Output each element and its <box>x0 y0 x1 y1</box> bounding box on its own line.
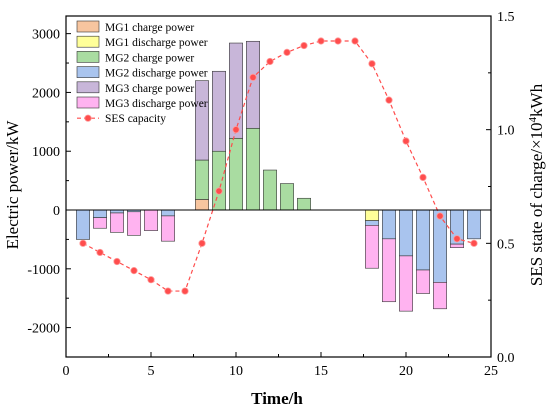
legend-label-mg3-discharge-power: MG3 discharge power <box>105 98 208 110</box>
x-axis-label: Time/h <box>251 389 303 408</box>
ses-capacity-point-t1 <box>79 239 87 247</box>
bar-mg2-discharge-power-t18 <box>365 220 379 226</box>
y2-tick-label: 1.0 <box>497 124 515 139</box>
y2-tick-label: 1.5 <box>497 10 515 25</box>
legend: MG1 charge power MG1 discharge power MG2 c… <box>76 20 208 125</box>
bar-mg2-charge-power-t8 <box>195 159 209 200</box>
ses-capacity-point-t8 <box>198 239 206 247</box>
x-tick-label: 15 <box>314 364 328 379</box>
y2-tick-label: 0.5 <box>497 237 515 252</box>
bar-mg3-discharge-power-t18 <box>365 225 379 269</box>
bar-mg2-charge-power-t13 <box>280 183 294 211</box>
y-tick-label: 0 <box>53 204 60 219</box>
bar-mg2-discharge-power-t21 <box>416 209 430 271</box>
y-tick-label: 3000 <box>32 28 60 43</box>
ses-capacity-point-t17 <box>351 37 359 45</box>
ses-capacity-point-t21 <box>419 173 427 182</box>
bar-mg3-discharge-power-t23 <box>450 243 464 248</box>
ses-capacity-point-t18 <box>368 60 376 68</box>
bar-mg2-charge-power-t9 <box>212 150 226 211</box>
bar-mg3-charge-power-t8 <box>195 80 209 161</box>
bar-mg3-discharge-power-t4 <box>127 211 141 236</box>
legend-label-ses-capacity: SES capacity <box>105 113 166 125</box>
bar-mg1-charge-power-t8 <box>195 199 209 211</box>
ses-capacity-point-t5 <box>147 276 155 284</box>
ses-capacity-point-t22 <box>436 212 444 220</box>
bar-mg3-charge-power-t10 <box>229 42 243 139</box>
bar-mg2-discharge-power-t1 <box>76 209 90 240</box>
x-tick-label: 5 <box>148 364 155 379</box>
bar-mg2-discharge-power-t24 <box>467 209 481 240</box>
bar-mg3-discharge-power-t22 <box>433 282 447 310</box>
axes-layer: 0 5 10 15 20 25 -2000 -1000 0 1000 2000 3000 0.0 0.5 1… <box>27 10 514 379</box>
ses-capacity-point-t2 <box>96 248 104 257</box>
bar-mg3-discharge-power-t21 <box>416 269 430 294</box>
legend-swatch-mg3-charge-power <box>76 81 100 94</box>
ses-capacity-point-t12 <box>266 57 274 66</box>
legend-label-mg3-charge-power: MG3 charge power <box>105 83 194 95</box>
legend-swatch-mg1-discharge-power <box>76 35 100 48</box>
bar-mg2-charge-power-t11 <box>246 127 260 211</box>
y2-axis-label-sup: 4 <box>527 116 539 122</box>
legend-label-mg2-charge-power: MG2 charge power <box>105 52 194 64</box>
bar-mg2-discharge-power-t2 <box>93 209 107 218</box>
bar-mg3-discharge-power-t20 <box>399 255 413 312</box>
legend-label-mg2-discharge-power: MG2 discharge power <box>105 68 208 80</box>
ses-capacity-point-t19 <box>385 96 393 104</box>
ses-capacity-point-t20 <box>402 137 410 145</box>
bars-layer <box>76 40 481 312</box>
bar-mg3-charge-power-t11 <box>246 40 260 129</box>
bar-mg2-discharge-power-t6 <box>161 209 175 217</box>
bar-mg3-discharge-power-t19 <box>382 238 396 303</box>
y-axis-label: Electric power/kW <box>3 120 22 250</box>
legend-marker-ses-capacity <box>84 114 92 122</box>
legend-swatch-mg3-discharge-power <box>76 96 100 109</box>
bar-mg2-discharge-power-t22 <box>433 209 447 283</box>
ses-capacity-point-t3 <box>113 257 121 266</box>
y2-axis-label-prefix: SES state of charge/×10 <box>527 122 546 286</box>
y2-tick-label: 0.0 <box>497 351 515 366</box>
ses-capacity-line-layer <box>79 37 478 295</box>
ses-capacity-point-t6 <box>164 287 172 295</box>
bar-mg3-discharge-power-t3 <box>110 212 124 233</box>
x-tick-label: 25 <box>484 364 498 379</box>
bar-mg3-discharge-power-t2 <box>93 217 107 229</box>
y2-axis-label-suffix: kWh <box>527 83 546 117</box>
legend-label-mg1-discharge-power: MG1 discharge power <box>105 37 208 49</box>
bar-mg2-charge-power-t14 <box>297 197 311 211</box>
ses-capacity-point-t24 <box>470 239 478 247</box>
ses-capacity-point-t13 <box>283 48 291 56</box>
bar-mg1-discharge-power-t18 <box>365 209 379 221</box>
bar-mg3-discharge-power-t5 <box>144 209 158 231</box>
y2-axis-label: SES state of charge/×104kWh <box>527 83 546 286</box>
y-tick-label: 2000 <box>32 86 60 101</box>
y-tick-label: -1000 <box>27 263 60 278</box>
ses-capacity-point-t15 <box>317 37 325 45</box>
legend-swatch-mg2-discharge-power <box>76 66 100 78</box>
ses-capacity-point-t14 <box>300 41 308 50</box>
ses-capacity-point-t11 <box>249 73 257 81</box>
y-tick-label: 1000 <box>32 145 60 160</box>
legend-label-mg1-charge-power: MG1 charge power <box>105 22 194 34</box>
legend-swatch-mg1-charge-power <box>76 20 100 33</box>
bar-mg2-discharge-power-t20 <box>399 209 413 257</box>
ses-capacity-point-t16 <box>334 37 342 45</box>
ses-capacity-point-t23 <box>453 235 461 243</box>
ses-capacity-point-t9 <box>215 187 223 195</box>
x-tick-label: 0 <box>63 364 70 379</box>
x-tick-label: 20 <box>399 364 413 379</box>
bar-mg3-discharge-power-t6 <box>161 215 175 242</box>
bar-mg2-discharge-power-t19 <box>382 209 396 240</box>
x-tick-label: 10 <box>229 364 243 379</box>
bar-mg2-charge-power-t12 <box>263 169 277 211</box>
ses-capacity-point-t7 <box>181 287 189 295</box>
ses-capacity-point-t10 <box>232 126 240 134</box>
ses-capacity-point-t4 <box>130 267 138 275</box>
bar-mg2-charge-power-t10 <box>229 137 243 211</box>
legend-swatch-mg2-charge-power <box>76 51 100 63</box>
y-tick-label: -2000 <box>27 322 60 337</box>
bar-mg3-charge-power-t9 <box>212 70 226 152</box>
